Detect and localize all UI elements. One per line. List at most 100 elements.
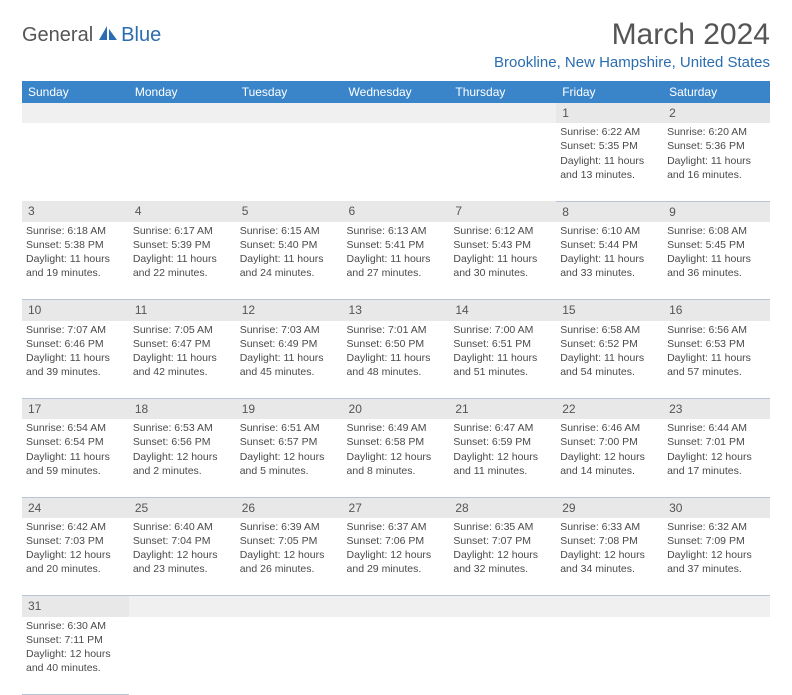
day-number: 25: [129, 497, 236, 518]
day-line-sunset: Sunset: 5:36 PM: [667, 139, 766, 153]
weekday-header: Saturday: [663, 81, 770, 103]
weekday-header: Thursday: [449, 81, 556, 103]
day-number: 4: [129, 201, 236, 222]
day-line-day2: and 8 minutes.: [347, 464, 446, 478]
day-line-day2: and 19 minutes.: [26, 266, 125, 280]
location: Brookline, New Hampshire, United States: [494, 54, 770, 71]
day-line-day2: and 20 minutes.: [26, 562, 125, 576]
day-line-day2: and 42 minutes.: [133, 365, 232, 379]
day-line-day2: and 16 minutes.: [667, 168, 766, 182]
day-number: 20: [343, 399, 450, 420]
day-cell: Sunrise: 6:17 AMSunset: 5:39 PMDaylight:…: [129, 222, 236, 300]
day-cell: Sunrise: 7:00 AMSunset: 6:51 PMDaylight:…: [449, 321, 556, 399]
day-number: [449, 596, 556, 617]
day-line-sunrise: Sunrise: 6:13 AM: [347, 224, 446, 238]
day-cell: Sunrise: 6:30 AMSunset: 7:11 PMDaylight:…: [22, 617, 129, 695]
day-number-row: 24252627282930: [22, 497, 770, 518]
day-cell: Sunrise: 6:49 AMSunset: 6:58 PMDaylight:…: [343, 419, 450, 497]
day-line-day2: and 11 minutes.: [453, 464, 552, 478]
day-number: 23: [663, 399, 770, 420]
day-line-sunset: Sunset: 6:59 PM: [453, 435, 552, 449]
day-cell: Sunrise: 6:08 AMSunset: 5:45 PMDaylight:…: [663, 222, 770, 300]
day-line-sunset: Sunset: 5:45 PM: [667, 238, 766, 252]
day-line-sunset: Sunset: 5:41 PM: [347, 238, 446, 252]
day-cell: Sunrise: 6:51 AMSunset: 6:57 PMDaylight:…: [236, 419, 343, 497]
day-line-day2: and 45 minutes.: [240, 365, 339, 379]
day-content-row: Sunrise: 6:30 AMSunset: 7:11 PMDaylight:…: [22, 617, 770, 695]
day-line-day2: and 57 minutes.: [667, 365, 766, 379]
day-cell: Sunrise: 7:01 AMSunset: 6:50 PMDaylight:…: [343, 321, 450, 399]
day-line-sunrise: Sunrise: 6:51 AM: [240, 421, 339, 435]
day-line-day2: and 59 minutes.: [26, 464, 125, 478]
sail-icon: [97, 24, 119, 47]
day-number: 9: [663, 201, 770, 222]
day-line-day2: and 14 minutes.: [560, 464, 659, 478]
day-line-day2: and 36 minutes.: [667, 266, 766, 280]
day-line-sunset: Sunset: 7:09 PM: [667, 534, 766, 548]
day-cell: Sunrise: 6:18 AMSunset: 5:38 PMDaylight:…: [22, 222, 129, 300]
day-cell: [449, 123, 556, 201]
day-cell: Sunrise: 6:12 AMSunset: 5:43 PMDaylight:…: [449, 222, 556, 300]
day-line-day1: Daylight: 12 hours: [453, 450, 552, 464]
day-line-sunrise: Sunrise: 6:49 AM: [347, 421, 446, 435]
day-line-sunrise: Sunrise: 6:39 AM: [240, 520, 339, 534]
day-line-sunset: Sunset: 6:47 PM: [133, 337, 232, 351]
day-line-day1: Daylight: 12 hours: [347, 450, 446, 464]
day-number-row: 31: [22, 596, 770, 617]
day-line-day2: and 40 minutes.: [26, 661, 125, 675]
day-line-sunrise: Sunrise: 6:58 AM: [560, 323, 659, 337]
day-number: [343, 596, 450, 617]
day-line-sunset: Sunset: 5:44 PM: [560, 238, 659, 252]
day-cell: Sunrise: 7:07 AMSunset: 6:46 PMDaylight:…: [22, 321, 129, 399]
day-number: 13: [343, 300, 450, 321]
day-number: 24: [22, 497, 129, 518]
day-cell: Sunrise: 6:53 AMSunset: 6:56 PMDaylight:…: [129, 419, 236, 497]
day-line-day1: Daylight: 12 hours: [240, 450, 339, 464]
day-line-day1: Daylight: 11 hours: [26, 450, 125, 464]
day-line-day1: Daylight: 12 hours: [240, 548, 339, 562]
day-line-day1: Daylight: 11 hours: [347, 252, 446, 266]
day-line-day2: and 26 minutes.: [240, 562, 339, 576]
day-number-row: 12: [22, 103, 770, 123]
weekday-header: Tuesday: [236, 81, 343, 103]
day-line-sunset: Sunset: 7:00 PM: [560, 435, 659, 449]
day-line-day2: and 48 minutes.: [347, 365, 446, 379]
day-line-sunset: Sunset: 7:03 PM: [26, 534, 125, 548]
day-cell: Sunrise: 6:15 AMSunset: 5:40 PMDaylight:…: [236, 222, 343, 300]
day-number: 7: [449, 201, 556, 222]
day-number: 11: [129, 300, 236, 321]
day-cell: [236, 617, 343, 695]
day-line-sunrise: Sunrise: 6:08 AM: [667, 224, 766, 238]
day-line-sunset: Sunset: 6:54 PM: [26, 435, 125, 449]
day-line-day1: Daylight: 11 hours: [240, 252, 339, 266]
day-line-sunrise: Sunrise: 6:54 AM: [26, 421, 125, 435]
day-cell: Sunrise: 6:46 AMSunset: 7:00 PMDaylight:…: [556, 419, 663, 497]
day-line-sunrise: Sunrise: 7:07 AM: [26, 323, 125, 337]
day-line-day1: Daylight: 11 hours: [667, 351, 766, 365]
day-number: [663, 596, 770, 617]
day-cell: Sunrise: 6:20 AMSunset: 5:36 PMDaylight:…: [663, 123, 770, 201]
day-number: 10: [22, 300, 129, 321]
day-number-row: 10111213141516: [22, 300, 770, 321]
day-line-sunset: Sunset: 7:08 PM: [560, 534, 659, 548]
day-line-sunset: Sunset: 5:35 PM: [560, 139, 659, 153]
day-cell: Sunrise: 6:40 AMSunset: 7:04 PMDaylight:…: [129, 518, 236, 596]
day-line-sunrise: Sunrise: 6:56 AM: [667, 323, 766, 337]
day-line-sunset: Sunset: 7:05 PM: [240, 534, 339, 548]
day-cell: Sunrise: 6:54 AMSunset: 6:54 PMDaylight:…: [22, 419, 129, 497]
day-number: [129, 103, 236, 123]
day-number: 16: [663, 300, 770, 321]
day-content-row: Sunrise: 6:54 AMSunset: 6:54 PMDaylight:…: [22, 419, 770, 497]
day-cell: Sunrise: 6:32 AMSunset: 7:09 PMDaylight:…: [663, 518, 770, 596]
day-number: [449, 103, 556, 123]
day-line-sunrise: Sunrise: 7:05 AM: [133, 323, 232, 337]
day-line-sunset: Sunset: 5:40 PM: [240, 238, 339, 252]
day-line-sunrise: Sunrise: 6:20 AM: [667, 125, 766, 139]
day-line-sunrise: Sunrise: 6:46 AM: [560, 421, 659, 435]
day-cell: Sunrise: 6:56 AMSunset: 6:53 PMDaylight:…: [663, 321, 770, 399]
day-cell: Sunrise: 6:35 AMSunset: 7:07 PMDaylight:…: [449, 518, 556, 596]
day-number: 2: [663, 103, 770, 123]
day-number: 29: [556, 497, 663, 518]
day-cell: Sunrise: 6:10 AMSunset: 5:44 PMDaylight:…: [556, 222, 663, 300]
day-line-day1: Daylight: 11 hours: [133, 252, 232, 266]
